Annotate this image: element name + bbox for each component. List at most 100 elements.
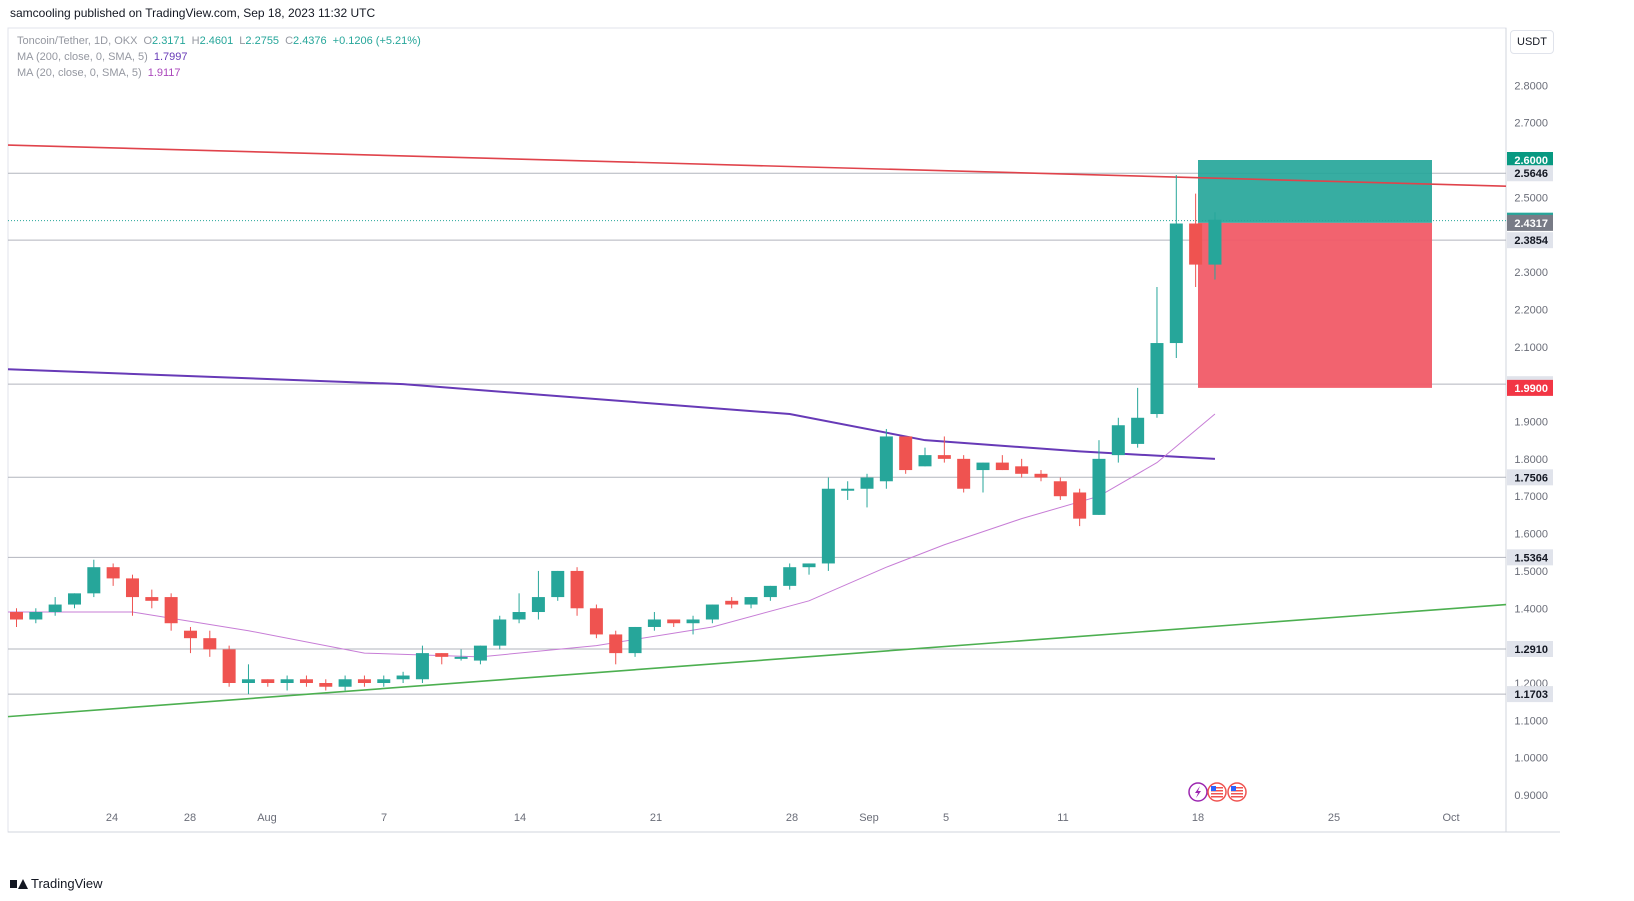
candle-body[interactable]: [1073, 492, 1087, 519]
candle-body[interactable]: [1131, 417, 1145, 444]
candle-body[interactable]: [280, 679, 294, 683]
price-label: 1.9900: [1514, 383, 1548, 395]
candle-body[interactable]: [667, 619, 681, 624]
us-flag-icon[interactable]: [1207, 782, 1227, 802]
close-label: C: [285, 35, 294, 47]
ma20-row[interactable]: MA (20, close, 0, SMA, 5) 1.9117: [17, 65, 421, 81]
candle-body[interactable]: [454, 656, 468, 659]
x-axis-tick-label: 28: [184, 812, 196, 824]
candle-body[interactable]: [918, 455, 932, 467]
candle-body[interactable]: [87, 567, 101, 594]
candle-body[interactable]: [821, 488, 835, 564]
currency-button[interactable]: USDT: [1510, 30, 1554, 54]
high-value: 2.4601: [199, 35, 234, 47]
candle-body[interactable]: [1169, 223, 1183, 344]
price-label: 1.2910: [1514, 644, 1548, 656]
stop-zone[interactable]: [1198, 222, 1432, 388]
candle-body[interactable]: [512, 612, 526, 620]
candle-body[interactable]: [589, 608, 603, 635]
candle-body[interactable]: [415, 653, 429, 680]
target-zone[interactable]: [1198, 160, 1432, 223]
low-label: L: [239, 35, 246, 47]
x-axis-tick-label: 7: [381, 812, 387, 824]
candle-body[interactable]: [570, 570, 584, 609]
candle-body[interactable]: [203, 638, 217, 650]
symbol-info[interactable]: Toncoin/Tether, 1D, OKX: [17, 35, 138, 47]
candle-body[interactable]: [299, 679, 313, 683]
candle-body[interactable]: [957, 458, 971, 489]
candle-body[interactable]: [937, 455, 951, 459]
candle-body[interactable]: [1111, 425, 1125, 456]
candle-body[interactable]: [319, 683, 333, 687]
candle-body[interactable]: [1053, 481, 1067, 497]
y-axis-tick-label: 1.0000: [1514, 753, 1548, 765]
y-axis-tick-label: 1.9000: [1514, 417, 1548, 429]
price-label-box: [1507, 549, 1553, 566]
candle-body[interactable]: [377, 679, 391, 683]
candle-body[interactable]: [551, 570, 565, 598]
candle-body[interactable]: [10, 612, 23, 620]
candle-body[interactable]: [783, 567, 797, 586]
candle-body[interactable]: [609, 634, 623, 654]
candle-body[interactable]: [106, 567, 120, 579]
price-label: 2.5646: [1514, 168, 1548, 180]
candle-body[interactable]: [1034, 473, 1048, 478]
y-axis-tick-label: 1.4000: [1514, 603, 1548, 615]
candle-body[interactable]: [879, 436, 893, 482]
candle-body[interactable]: [841, 488, 855, 491]
candle-body[interactable]: [802, 563, 816, 568]
candle-body[interactable]: [29, 612, 43, 620]
candle-body[interactable]: [860, 477, 874, 489]
candle-body[interactable]: [145, 597, 159, 601]
candle-body[interactable]: [435, 653, 449, 657]
support-trendline[interactable]: [7, 603, 1507, 718]
candle-body[interactable]: [493, 619, 507, 646]
candle-body[interactable]: [338, 679, 352, 687]
candle-body[interactable]: [995, 462, 1009, 471]
candle-body[interactable]: [241, 679, 255, 683]
y-axis-tick-label: 0.9000: [1514, 790, 1548, 802]
candle-body[interactable]: [396, 675, 410, 680]
resistance-trendline[interactable]: [7, 144, 1507, 187]
candle-body[interactable]: [705, 604, 719, 620]
candle-body[interactable]: [1150, 343, 1164, 415]
candle-body[interactable]: [67, 593, 81, 605]
candle-body[interactable]: [686, 619, 700, 624]
candle-body[interactable]: [899, 436, 913, 471]
candle-body[interactable]: [1092, 458, 1106, 515]
candle-body[interactable]: [628, 626, 642, 654]
candle-body[interactable]: [976, 462, 990, 471]
candle-body[interactable]: [261, 679, 275, 683]
candle-body[interactable]: [125, 578, 139, 598]
price-label-box: [1507, 165, 1553, 182]
x-axis-tick-label: Sep: [859, 812, 879, 824]
candle-body[interactable]: [763, 585, 777, 598]
candle-body[interactable]: [222, 649, 236, 683]
candle-body[interactable]: [1208, 219, 1222, 265]
candle-body[interactable]: [473, 645, 487, 661]
candle-body[interactable]: [725, 600, 739, 605]
y-axis-tick-label: 1.1000: [1514, 715, 1548, 727]
lightning-icon[interactable]: [1188, 782, 1208, 802]
candle-body[interactable]: [1015, 466, 1029, 474]
tradingview-footer[interactable]: TradingView: [10, 876, 103, 891]
open-label: O: [143, 35, 153, 47]
price-label: 1.1703: [1514, 689, 1548, 701]
candle-body[interactable]: [531, 597, 545, 613]
x-axis-tick-label: 14: [514, 812, 526, 824]
y-axis-tick-label: 1.5000: [1514, 566, 1548, 578]
candle-body[interactable]: [647, 619, 661, 627]
candle-body[interactable]: [164, 597, 178, 624]
candle-body[interactable]: [357, 679, 371, 683]
us-flag-icon[interactable]: [1227, 782, 1247, 802]
candle-body[interactable]: [48, 604, 62, 613]
ma200-line[interactable]: [7, 368, 1216, 460]
y-axis-tick-label: 1.8000: [1514, 454, 1548, 466]
candle-body[interactable]: [1189, 223, 1203, 265]
candle-body[interactable]: [183, 630, 197, 639]
candle-body[interactable]: [744, 597, 758, 605]
ma200-row[interactable]: MA (200, close, 0, SMA, 5) 1.7997: [17, 49, 421, 65]
price-label-box: [1507, 469, 1553, 486]
ma20-line[interactable]: [8, 413, 1216, 658]
